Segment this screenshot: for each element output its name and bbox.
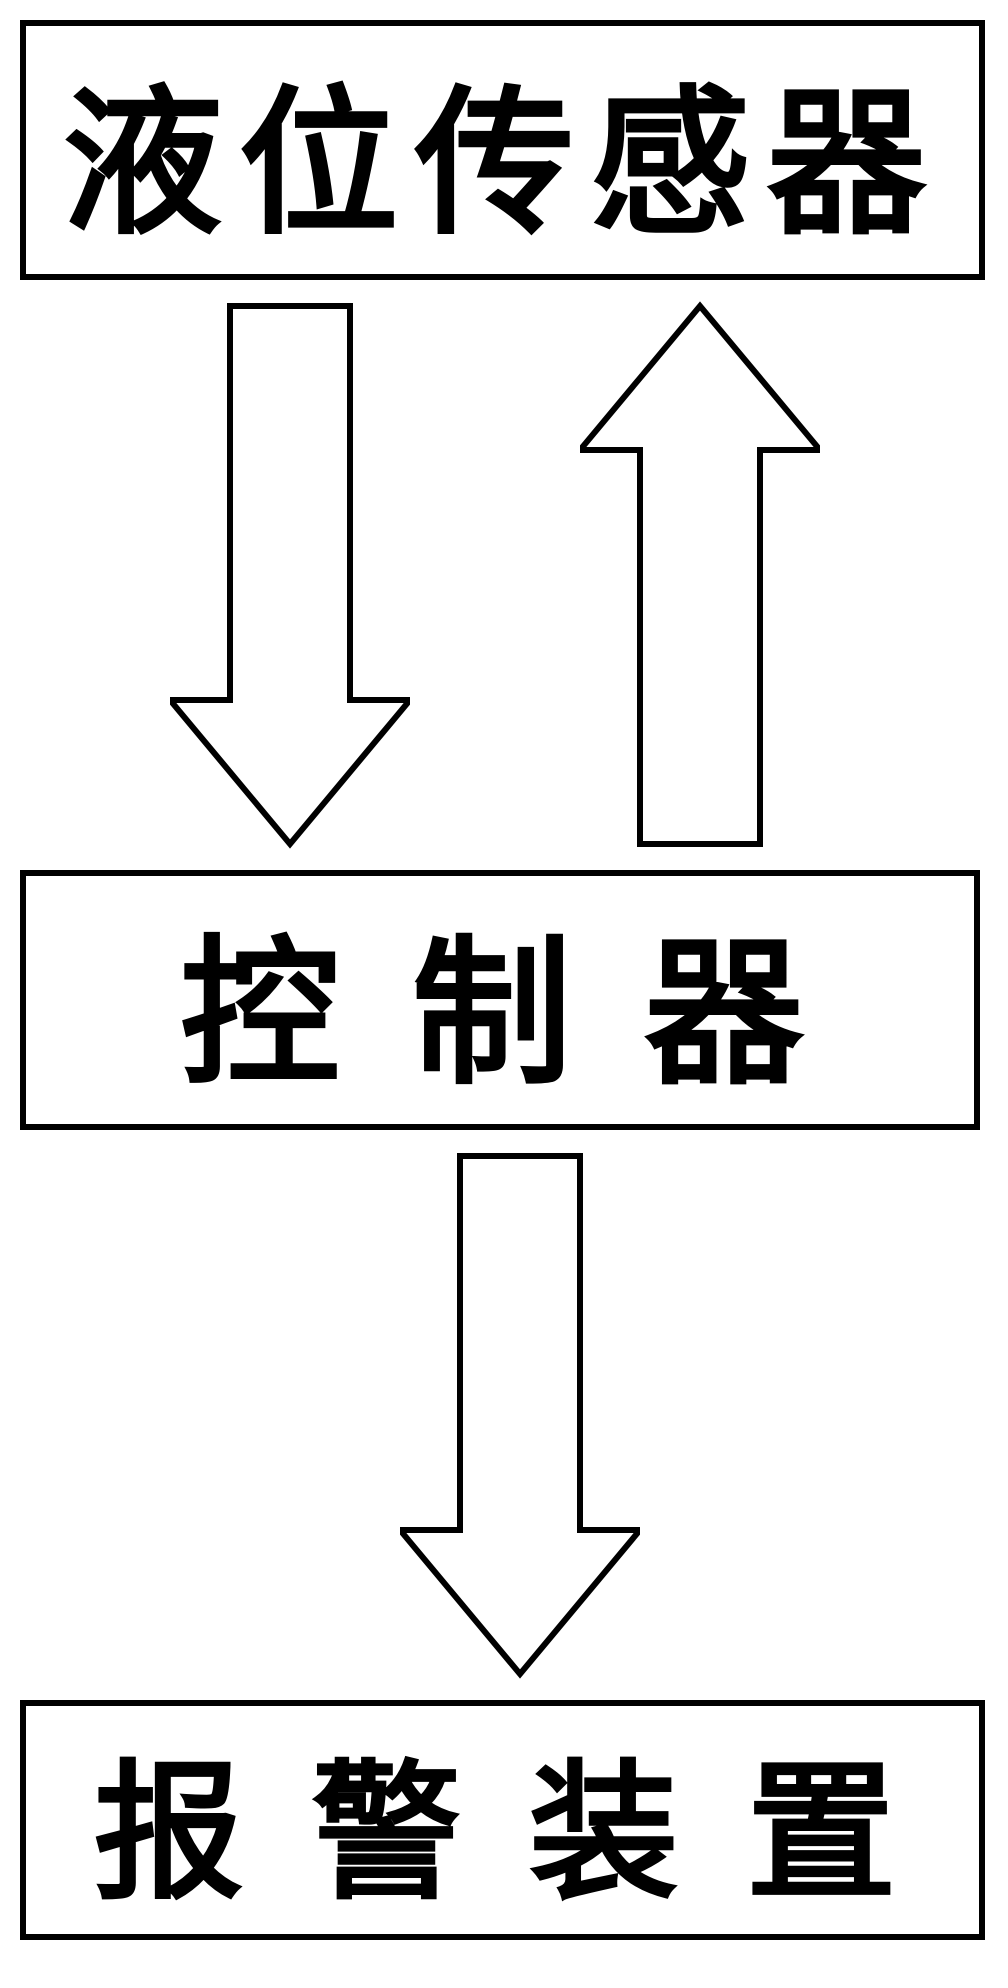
node-controller-label: 控 制 器 [180, 884, 820, 1116]
arrow-controller-to-sensor [580, 300, 820, 850]
node-sensor-label: 液位传感器 [62, 34, 942, 266]
node-alarm-label: 报 警 装 置 [94, 1712, 912, 1929]
arrow-sensor-to-controller [170, 300, 410, 850]
node-sensor: 液位传感器 [20, 20, 985, 280]
node-controller: 控 制 器 [20, 870, 980, 1130]
arrow-controller-to-alarm [400, 1150, 640, 1680]
node-alarm: 报 警 装 置 [20, 1700, 985, 1940]
